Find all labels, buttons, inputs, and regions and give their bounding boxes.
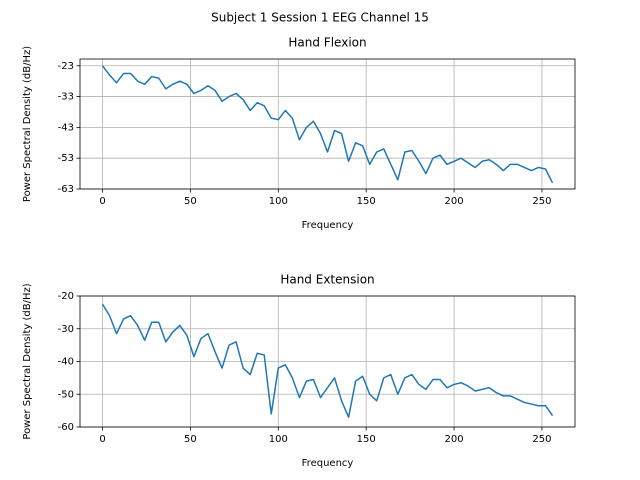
- y-tick-label: -43: [58, 122, 74, 133]
- axes-frame: [79, 295, 576, 428]
- x-tick-label: 100: [269, 196, 288, 207]
- axes-frame: [79, 58, 576, 190]
- x-tick-label: 250: [532, 434, 551, 445]
- psd-line: [101, 303, 554, 418]
- x-tick-label: 50: [184, 434, 197, 445]
- y-tick-label: -40: [58, 357, 74, 368]
- y-tick-label: -60: [58, 422, 74, 433]
- x-axis-label: Frequency: [302, 458, 354, 469]
- x-tick-label: 150: [357, 196, 376, 207]
- x-tick-label: 0: [99, 196, 105, 207]
- x-tick-label: 150: [357, 434, 376, 445]
- x-tick-label: 250: [532, 196, 551, 207]
- figure-title: Subject 1 Session 1 EEG Channel 15: [211, 11, 429, 25]
- y-tick-label: -20: [58, 291, 74, 302]
- axes-title: Hand Flexion: [288, 36, 366, 50]
- y-tick-label: -53: [58, 153, 74, 164]
- x-tick-label: 50: [184, 196, 197, 207]
- x-tick-label: 100: [269, 434, 288, 445]
- y-tick-label: -30: [58, 324, 74, 335]
- x-axis-label: Frequency: [302, 220, 354, 231]
- x-tick-label: 0: [99, 434, 105, 445]
- y-axis-label: Power Spectral Density (dB/Hz): [22, 283, 33, 439]
- y-tick-label: -33: [58, 92, 74, 103]
- axes-title: Hand Extension: [280, 273, 374, 287]
- y-tick-label: -23: [58, 61, 74, 72]
- y-tick-label: -50: [58, 389, 74, 400]
- x-tick-label: 200: [445, 196, 464, 207]
- x-tick-label: 200: [445, 434, 464, 445]
- psd-line: [101, 65, 554, 184]
- y-tick-label: -63: [58, 184, 74, 195]
- y-axis-label: Power Spectral Density (dB/Hz): [22, 46, 33, 202]
